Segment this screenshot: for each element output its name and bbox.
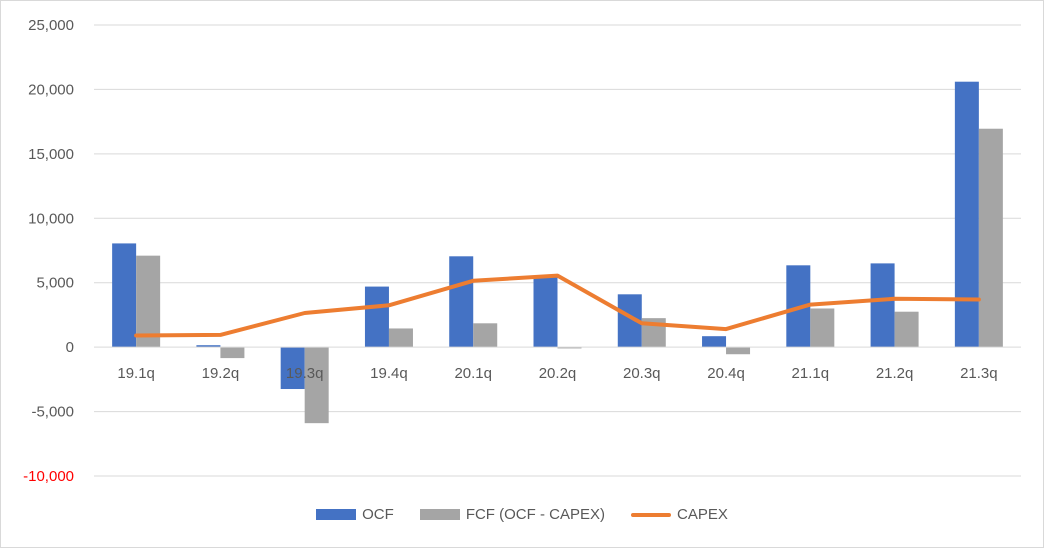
x-tick-label: 20.4q <box>707 365 745 382</box>
fcf-bar <box>136 255 161 348</box>
x-tick-label: 21.1q <box>792 365 830 382</box>
fcf-bar <box>726 347 751 355</box>
ocf-bar <box>196 345 221 348</box>
capex-line <box>134 273 981 338</box>
x-tick-label: 20.3q <box>623 365 661 382</box>
x-tick-label: 21.2q <box>876 365 914 382</box>
y-tick-label: -10,000 <box>23 468 74 485</box>
y-axis-tick-labels: 25,000 20,000 15,000 10,000 5,000 0 -5,000 -10,… <box>23 17 74 485</box>
legend: OCF FCF (OCF - CAPEX) CAPEX <box>1 506 1043 523</box>
y-tick-label: 25,000 <box>28 17 74 34</box>
x-tick-label: 19.2q <box>202 365 240 382</box>
y-tick-label: 0 <box>66 339 74 356</box>
x-axis-tick-labels: 19.1q 19.2q 19.3q 19.4q 20.1q 20.2q 20.3q 20.4q… <box>117 365 997 382</box>
y-tick-label: -5,000 <box>31 404 74 421</box>
ocf-bar <box>449 256 474 348</box>
legend-swatch-capex <box>630 512 671 517</box>
x-tick-label: 19.3q <box>286 365 324 382</box>
ocf-bar <box>280 347 305 390</box>
legend-label-ocf: OCF <box>362 506 394 523</box>
x-tick-label: 19.1q <box>117 365 155 382</box>
ocf-bar <box>702 336 727 348</box>
ocf-bar <box>533 276 558 348</box>
fcf-bar <box>810 308 835 348</box>
y-tick-label: 20,000 <box>28 81 74 98</box>
legend-swatch-ocf <box>316 509 357 520</box>
ocf-bar <box>954 81 979 348</box>
bars <box>112 81 1003 424</box>
fcf-bar <box>304 347 329 424</box>
legend-swatch-fcf <box>419 509 460 520</box>
x-tick-label: 21.3q <box>960 365 998 382</box>
legend-item-capex: CAPEX <box>630 506 728 523</box>
y-tick-label: 15,000 <box>28 146 74 163</box>
fcf-bar <box>220 347 245 359</box>
y-tick-label: 5,000 <box>36 275 74 292</box>
ocf-bar <box>364 286 389 348</box>
x-tick-label: 19.4q <box>370 365 408 382</box>
ocf-bar <box>870 263 895 348</box>
gridlines <box>94 24 1021 477</box>
y-tick-label: 10,000 <box>28 210 74 227</box>
chart-plot: 25,000 20,000 15,000 10,000 5,000 0 -5,000 -10,… <box>23 17 1021 485</box>
x-tick-label: 20.1q <box>454 365 492 382</box>
x-tick-label: 20.2q <box>539 365 577 382</box>
legend-label-capex: CAPEX <box>676 506 728 523</box>
fcf-bar <box>894 311 919 348</box>
fcf-bar <box>978 128 1003 348</box>
legend-item-fcf: FCF (OCF - CAPEX) <box>419 506 605 523</box>
legend-label-fcf: FCF (OCF - CAPEX) <box>465 506 605 523</box>
fcf-bar <box>388 328 413 348</box>
fcf-bar <box>473 323 498 348</box>
legend-item-ocf: OCF <box>316 506 394 523</box>
ocf-bar <box>112 243 137 348</box>
fcf-bar <box>557 347 582 349</box>
capex-line-series <box>134 273 981 338</box>
